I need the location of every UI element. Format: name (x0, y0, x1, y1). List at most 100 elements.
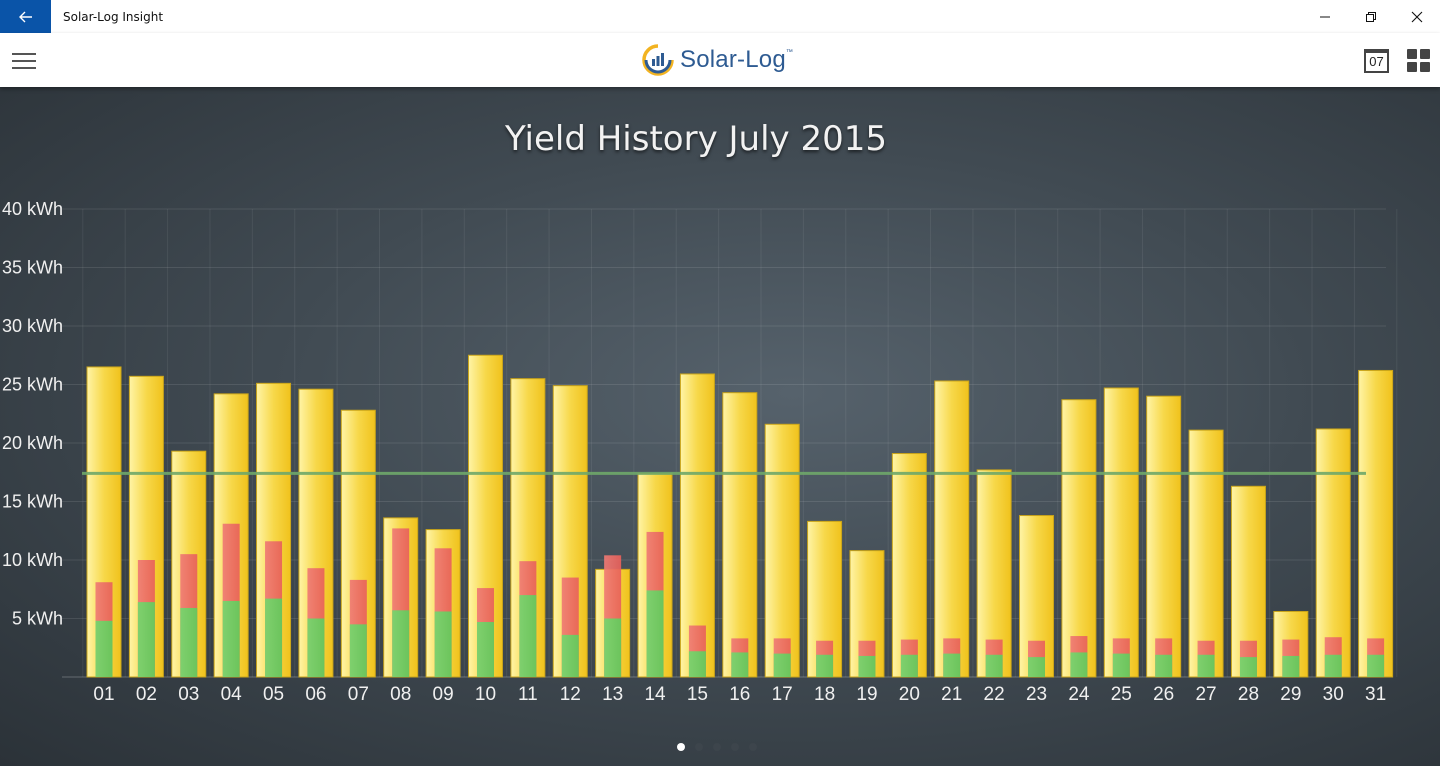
window-controls (1302, 0, 1440, 33)
consumption-bar (1070, 652, 1088, 677)
x-tick-label: 18 (814, 684, 835, 705)
consumption-bar (646, 590, 664, 677)
y-tick-label: 40 kWh (2, 199, 63, 219)
x-tick-label: 11 (518, 684, 538, 705)
solar-log-logo: Solar-Log ™ (640, 42, 793, 78)
x-tick-label: 01 (93, 684, 114, 705)
consumption-bar (1367, 654, 1385, 677)
page-dot[interactable] (713, 743, 721, 751)
hamburger-line (12, 67, 36, 69)
x-tick-label: 02 (136, 684, 157, 705)
consumption-bar (434, 611, 452, 677)
arrow-left-icon (18, 11, 32, 22)
yield-chart: 5 kWh 10 kWh 15 kWh 20 kWh 25 kWh 30 kWh 35 kW… (2, 199, 1398, 705)
close-button[interactable] (1394, 0, 1440, 33)
consumption-bar (392, 610, 410, 677)
y-tick-label: 15 kWh (2, 492, 63, 512)
page-indicator (677, 743, 757, 751)
page-dot[interactable] (749, 743, 757, 751)
yield-bar (722, 392, 758, 678)
yield-bar (1146, 395, 1182, 678)
chart-title: Yield History July 2015 (504, 119, 887, 159)
yield-bar (934, 380, 970, 678)
minimize-icon (1320, 16, 1330, 17)
calendar-day-label: 07 (1369, 54, 1384, 69)
consumption-bar (1155, 654, 1173, 677)
consumption-bar (519, 595, 537, 677)
app-title: Solar-Log Insight (63, 9, 164, 24)
x-tick-label: 03 (178, 684, 199, 705)
y-tick-label: 30 kWh (2, 316, 63, 336)
consumption-bar (222, 600, 240, 677)
chart-area: Yield History July 2015 5 kWh 10 kWh 15 kW… (0, 87, 1440, 766)
x-tick-label: 04 (221, 684, 243, 705)
hamburger-line (12, 60, 36, 62)
x-tick-label: 27 (1195, 684, 1216, 705)
page-dot[interactable] (677, 743, 685, 751)
logo-text: Solar-Log (680, 46, 786, 73)
consumption-bar (349, 624, 367, 677)
menu-button[interactable] (12, 53, 36, 69)
x-tick-label: 31 (1365, 684, 1386, 705)
consumption-bar (816, 654, 834, 677)
app-header: Solar-Log ™ 07 (0, 33, 1440, 87)
x-tick-label: 12 (560, 684, 581, 705)
calendar-button[interactable]: 07 (1364, 49, 1389, 73)
consumption-bar (137, 602, 155, 677)
x-tick-label: 25 (1111, 684, 1132, 705)
yield-bar (1103, 387, 1139, 678)
x-tick-label: 21 (941, 684, 962, 705)
x-tick-label: 30 (1323, 684, 1344, 705)
consumption-bar (561, 634, 579, 677)
consumption-bar (1028, 657, 1046, 677)
consumption-bar (858, 655, 876, 677)
consumption-bar (731, 652, 749, 677)
consumption-bar (1324, 654, 1342, 677)
x-tick-label: 28 (1238, 684, 1259, 705)
logo-trademark: ™ (785, 48, 793, 56)
restore-icon (1366, 11, 1376, 22)
grid-view-button[interactable] (1407, 49, 1431, 73)
consumption-bar (1197, 654, 1215, 677)
consumption-bar (604, 618, 622, 677)
y-tick-label: 20 kWh (2, 433, 63, 453)
page-dot[interactable] (731, 743, 739, 751)
yield-bar (1061, 399, 1097, 678)
x-tick-label: 22 (984, 684, 1005, 705)
consumption-bar (95, 620, 113, 677)
hamburger-icon (12, 53, 36, 55)
consumption-bar (773, 653, 791, 677)
back-button[interactable] (0, 0, 51, 33)
y-tick-label: 10 kWh (2, 550, 63, 570)
x-tick-label: 10 (475, 684, 496, 705)
consumption-bar (307, 618, 325, 677)
x-tick-label: 23 (1026, 684, 1047, 705)
x-tick-label: 09 (433, 684, 454, 705)
x-tick-label: 14 (644, 684, 666, 705)
yield-bar (679, 373, 715, 678)
x-tick-label: 13 (602, 684, 623, 705)
consumption-bar (985, 654, 1003, 677)
x-tick-label: 05 (263, 684, 284, 705)
consumption-bar (476, 622, 494, 677)
solar-log-logo-icon (642, 44, 674, 76)
minimize-button[interactable] (1302, 0, 1348, 33)
yield-bar (1358, 369, 1394, 678)
consumption-bar (1239, 657, 1257, 677)
consumption-bar (265, 598, 283, 677)
close-icon (1411, 11, 1423, 22)
page-dot[interactable] (695, 743, 703, 751)
x-tick-label: 06 (305, 684, 326, 705)
restore-button[interactable] (1348, 0, 1394, 33)
consumption-bar (1282, 655, 1300, 677)
consumption-bar (943, 653, 961, 677)
y-tick-label: 25 kWh (2, 375, 63, 395)
x-tick-label: 29 (1280, 684, 1301, 705)
consumption-bar (180, 607, 198, 677)
x-tick-label: 17 (772, 684, 793, 705)
x-tick-label: 19 (856, 684, 877, 705)
y-tick-label: 35 kWh (2, 258, 63, 278)
consumption-bar (1112, 653, 1130, 677)
yield-bar (1188, 429, 1224, 678)
x-tick-label: 07 (348, 684, 369, 705)
